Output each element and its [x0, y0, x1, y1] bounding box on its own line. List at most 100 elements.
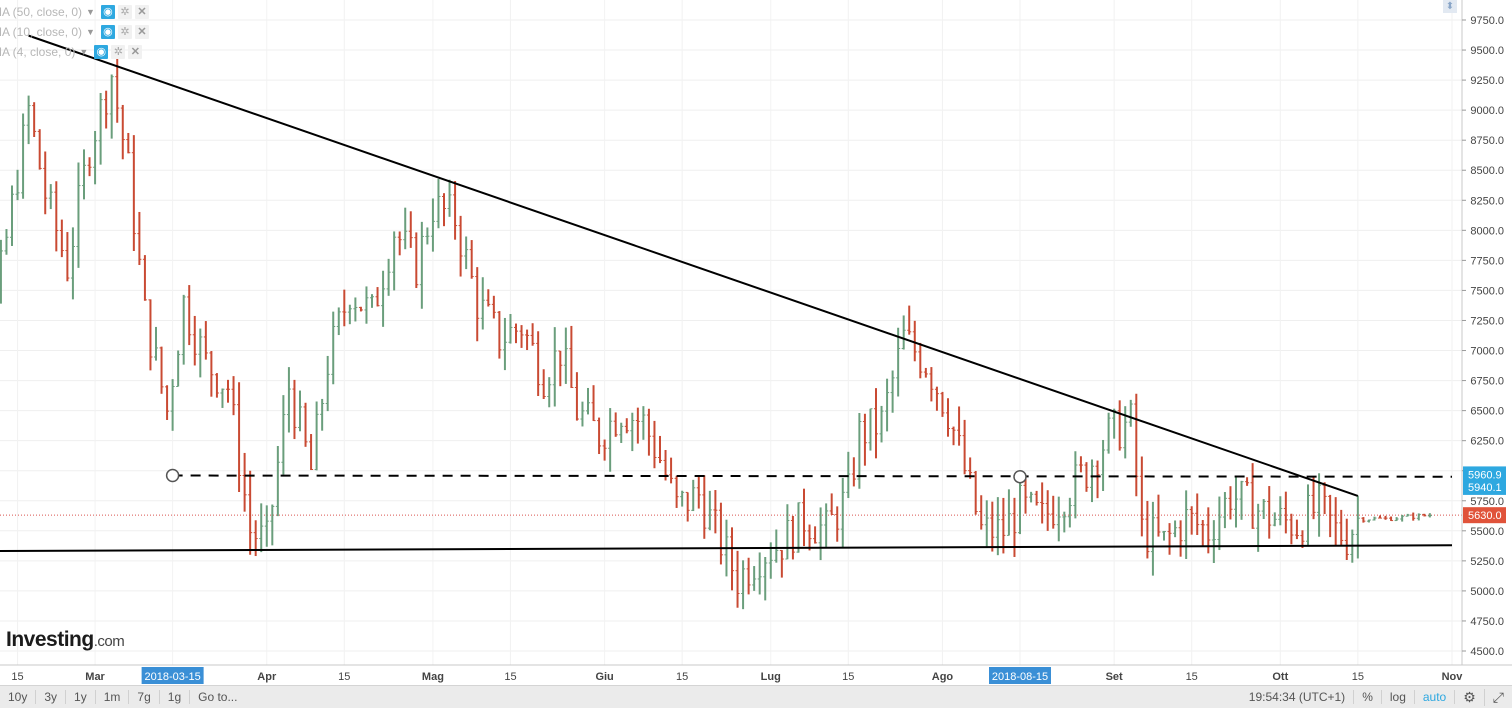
- ohlc-bar: [336, 307, 341, 336]
- ohlc-bar: [608, 408, 613, 472]
- ohlc-bar: [10, 185, 14, 246]
- ohlc-bar: [120, 104, 125, 160]
- ohlc-bar: [1416, 513, 1421, 521]
- ohlc-bar: [580, 401, 585, 427]
- ohlc-bar: [1056, 496, 1061, 542]
- chevron-down-icon[interactable]: ▼: [86, 7, 95, 17]
- ohlc-bar: [1145, 500, 1150, 559]
- ohlc-bar: [1045, 490, 1050, 531]
- log-toggle[interactable]: log: [1382, 690, 1415, 704]
- x-tick-label: 2018-08-15: [992, 671, 1048, 683]
- ohlc-bar: [779, 549, 784, 578]
- ohlc-bar: [392, 231, 397, 291]
- ohlc-bar: [807, 524, 812, 551]
- ohlc-bar: [358, 306, 363, 312]
- ohlc-bar: [187, 285, 192, 346]
- ohlc-bar: [796, 502, 801, 553]
- ohlc-bar: [1034, 490, 1039, 506]
- ohlc-bar: [1184, 490, 1189, 560]
- y-tick-label: 7250.0: [1470, 315, 1504, 327]
- ohlc-bar: [1278, 496, 1283, 526]
- y-tick-label: 7750.0: [1470, 255, 1504, 267]
- ohlc-bar: [519, 325, 524, 348]
- ohlc-bar: [65, 232, 70, 282]
- ohlc-bar: [502, 317, 507, 371]
- ohlc-bar: [1051, 495, 1056, 529]
- ohlc-bar: [525, 329, 530, 351]
- gear-icon[interactable]: ✲: [117, 5, 132, 19]
- ohlc-bar: [76, 162, 81, 268]
- ohlc-bar: [1344, 518, 1349, 561]
- range-1y-button[interactable]: 1y: [66, 690, 96, 704]
- ohlc-bar: [835, 506, 840, 542]
- chevron-down-icon[interactable]: ▼: [79, 47, 89, 57]
- ohlc-bar: [1378, 515, 1382, 519]
- range-7g-button[interactable]: 7g: [129, 690, 160, 704]
- trendline-descending-resistance: [28, 34, 1359, 497]
- scroll-up-icon[interactable]: ⬍: [1443, 0, 1457, 13]
- x-tick-label: 15: [842, 671, 854, 683]
- ohlc-bar: [320, 398, 325, 431]
- ohlc-bar: [165, 385, 170, 420]
- ohlc-bar: [226, 379, 230, 403]
- ohlc-bar: [342, 289, 347, 327]
- ohlc-bar: [735, 550, 740, 608]
- range-3y-button[interactable]: 3y: [36, 690, 67, 704]
- ohlc-bar: [1150, 501, 1155, 576]
- price-label-box: [1463, 466, 1506, 483]
- auto-toggle[interactable]: auto: [1415, 690, 1456, 704]
- y-axis-background: [1462, 0, 1512, 665]
- gear-icon[interactable]: ⚙: [1463, 688, 1476, 705]
- ohlc-bar: [93, 130, 98, 185]
- ohlc-bar: [624, 418, 629, 434]
- y-tick-label: 6500.0: [1470, 406, 1504, 418]
- eye-icon[interactable]: ◉: [100, 25, 115, 39]
- price-label: 5940.1: [1468, 482, 1502, 494]
- ohlc-bar: [563, 327, 568, 384]
- ohlc-bar: [718, 502, 723, 565]
- ohlc-bar: [1095, 460, 1100, 499]
- eye-icon[interactable]: ◉: [94, 45, 109, 59]
- close-icon[interactable]: ✕: [134, 25, 149, 39]
- trendline-anchor-handle: [1013, 469, 1027, 484]
- ohlc-bar: [979, 495, 984, 530]
- ohlc-bar: [447, 179, 452, 217]
- ohlc-bar: [1156, 494, 1161, 537]
- chevron-down-icon[interactable]: ▼: [86, 27, 95, 37]
- ohlc-bar: [1228, 486, 1233, 520]
- ohlc-bar: [1084, 462, 1089, 492]
- ohlc-bar: [1372, 516, 1377, 521]
- goto-button[interactable]: Go to...: [198, 690, 238, 704]
- percent-toggle[interactable]: %: [1354, 690, 1382, 704]
- ohlc-bar: [469, 240, 474, 279]
- ohlc-bar: [231, 376, 236, 416]
- price-label-box: [1463, 478, 1506, 495]
- ohlc-bar: [1261, 499, 1266, 520]
- fullscreen-icon[interactable]: ⤢: [1483, 688, 1512, 706]
- trendlines: [0, 34, 1453, 553]
- range-1g-button[interactable]: 1g: [160, 690, 191, 704]
- ohlc-bar: [386, 258, 391, 296]
- ohlc-bar: [1012, 497, 1017, 557]
- ohlc-bar: [1134, 393, 1139, 497]
- price-chart[interactable]: 4500.04750.05000.05250.05500.05750.06000…: [0, 0, 1512, 685]
- ohlc-bar: [586, 387, 590, 415]
- y-tick-label: 5750.0: [1470, 496, 1504, 508]
- gear-icon[interactable]: ✲: [117, 25, 132, 39]
- gear-icon[interactable]: ✲: [111, 45, 126, 59]
- ohlc-bar: [1062, 511, 1067, 533]
- x-date-highlight: [989, 667, 1051, 684]
- range-10y-button[interactable]: 10y: [0, 690, 37, 704]
- ohlc-bar: [923, 367, 928, 378]
- ohlc-bar: [508, 313, 513, 344]
- ohlc-bar: [87, 157, 92, 177]
- y-tick-label: 6750.0: [1470, 376, 1504, 388]
- ohlc-bar: [1400, 514, 1405, 522]
- ohlc-bar: [248, 470, 253, 555]
- close-icon[interactable]: ✕: [134, 5, 149, 19]
- close-icon[interactable]: ✕: [128, 45, 143, 59]
- eye-icon[interactable]: ◉: [100, 5, 115, 19]
- ohlc-bar: [148, 299, 153, 371]
- range-1m-button[interactable]: 1m: [96, 690, 130, 704]
- ohlc-bar: [370, 294, 374, 308]
